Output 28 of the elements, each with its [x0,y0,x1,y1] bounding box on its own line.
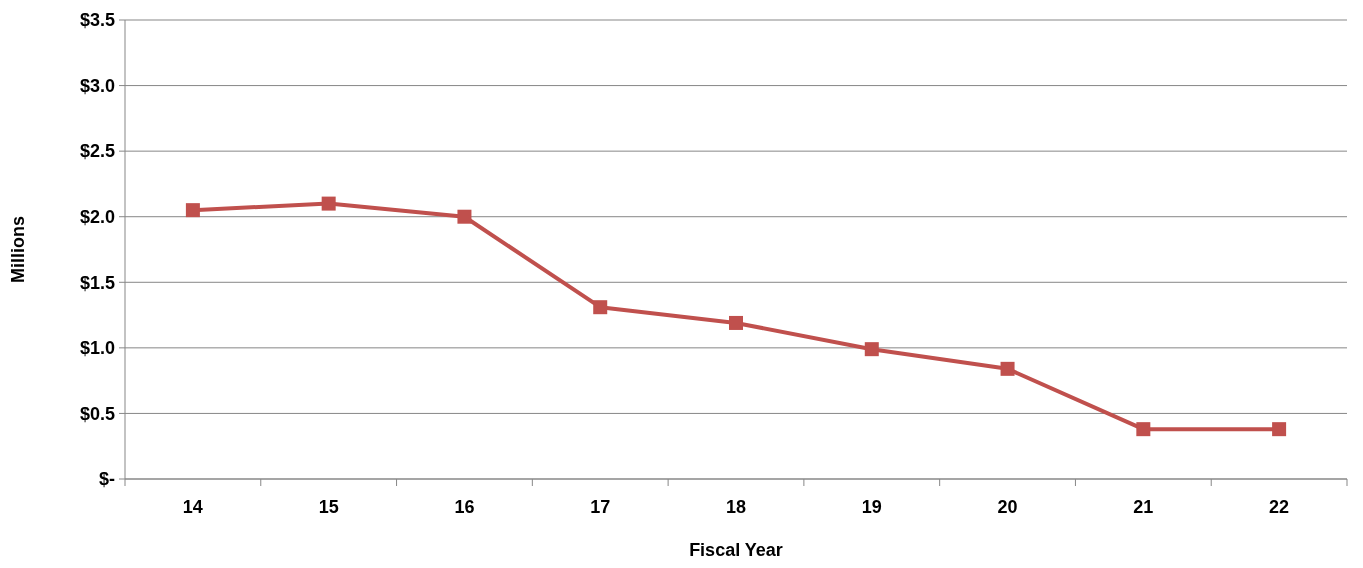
x-tick-label: 18 [725,497,747,517]
y-tick-label: $3.5 [79,10,115,31]
x-tick-label: 14 [182,497,203,517]
y-tick-label: $- [98,469,115,490]
point [1000,361,1015,376]
point [1136,422,1151,437]
point [185,203,200,218]
point [864,342,879,357]
y-tick-label: $2.5 [79,141,115,162]
x-tick-label: 16 [454,497,475,517]
y-tick-label: $2.0 [79,207,115,228]
y-axis-title: Millions [8,216,28,283]
x-tick-label: 15 [318,497,339,517]
y-tick-label: $1.0 [79,338,115,359]
x-tick-label: 22 [1269,497,1290,517]
point [1272,422,1287,437]
y-tick-label: $3.0 [79,75,115,96]
point [457,209,472,224]
x-axis-title: Fiscal Year [689,540,783,560]
x-tick-label: 21 [1133,497,1154,517]
y-tick-label: $1.5 [79,272,115,293]
point [321,196,336,211]
y-tick-label: $0.5 [79,403,115,424]
point [729,315,743,330]
x-tick-label: 20 [997,497,1018,517]
x-tick-label: 19 [861,497,882,517]
point [593,300,608,315]
x-tick-label: 17 [590,497,611,517]
